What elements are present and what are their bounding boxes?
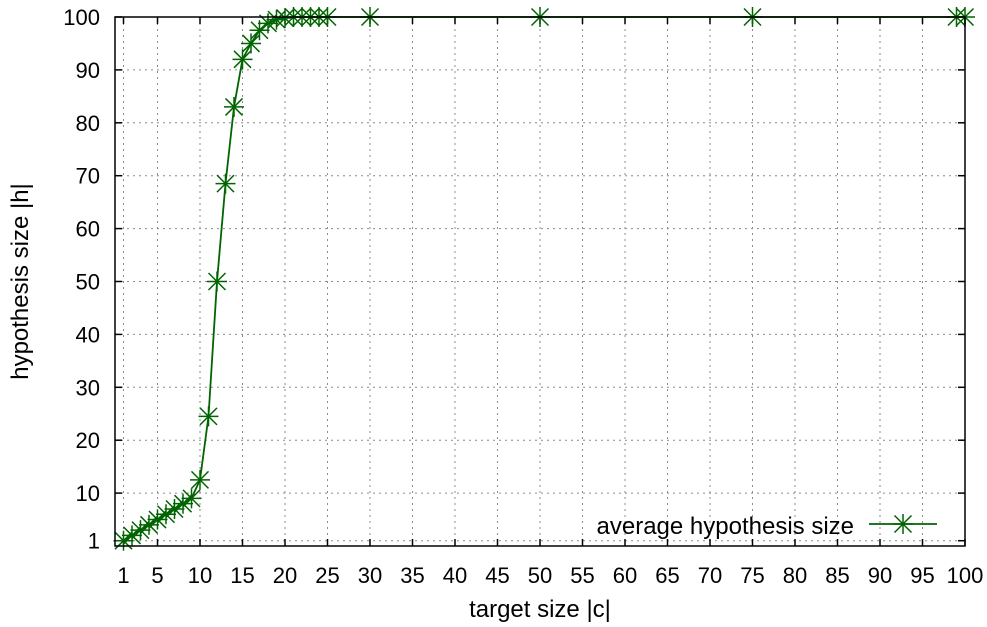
x-axis-title: target size |c| (469, 596, 611, 623)
data-point (241, 33, 261, 54)
x-tick-label: 100 (947, 563, 984, 588)
data-point (207, 271, 227, 292)
y-tick-label: 100 (63, 5, 100, 30)
x-tick-labels: 1 5 10 15 20 25 30 35 40 45 50 55 60 65 70 75 80 85 90 95 10… (117, 563, 983, 588)
x-tick-label: 5 (151, 563, 163, 588)
y-tick-label: 40 (76, 322, 100, 347)
x-tick-label: 35 (400, 563, 424, 588)
y-tick-label: 30 (76, 375, 100, 400)
y-tick-label: 10 (76, 481, 100, 506)
data-point (249, 20, 270, 41)
data-point (198, 406, 219, 427)
x-tick-label: 85 (825, 563, 849, 588)
data-point (181, 488, 202, 509)
y-axis-title: hypothesis size |h| (7, 183, 34, 380)
x-tick-label: 70 (698, 563, 722, 588)
x-tick-label: 15 (230, 563, 254, 588)
y-tick-label: 90 (76, 58, 100, 83)
x-tick-label: 95 (910, 563, 934, 588)
y-tick-label: 50 (76, 270, 100, 295)
x-tick-label: 80 (783, 563, 807, 588)
series-line (123, 16, 965, 542)
x-tick-label: 60 (613, 563, 637, 588)
x-tick-label: 30 (358, 563, 382, 588)
y-tick-label: 1 (88, 529, 100, 554)
x-tick-label: 55 (570, 563, 594, 588)
data-point (232, 49, 253, 70)
x-tick-label: 65 (655, 563, 679, 588)
data-point (224, 96, 244, 117)
x-tick-label: 75 (740, 563, 764, 588)
x-tick-label: 40 (443, 563, 467, 588)
data-point (215, 173, 236, 194)
data-point (190, 469, 210, 490)
plot-frame (114, 16, 966, 547)
grid-layer (115, 16, 966, 546)
legend-star-marker (893, 514, 913, 534)
legend-label: average hypothesis size (597, 513, 854, 540)
x-tick-label: 20 (273, 563, 297, 588)
x-tick-label: 10 (188, 563, 212, 588)
y-tick-label: 60 (76, 217, 100, 242)
series-layer (113, 7, 975, 551)
y-tick-labels: 1 10 20 30 40 50 60 70 80 90 100 (63, 5, 100, 554)
y-tick-label: 80 (76, 111, 100, 136)
legend-marker (893, 514, 913, 534)
legend: average hypothesis size (597, 513, 937, 540)
x-tick-label: 45 (485, 563, 509, 588)
y-tick-label: 70 (76, 164, 100, 189)
x-tick-label: 1 (117, 563, 129, 588)
y-tick-label: 20 (76, 428, 100, 453)
x-tick-label: 25 (315, 563, 339, 588)
x-tick-label: 90 (868, 563, 892, 588)
x-tick-label: 50 (528, 563, 552, 588)
